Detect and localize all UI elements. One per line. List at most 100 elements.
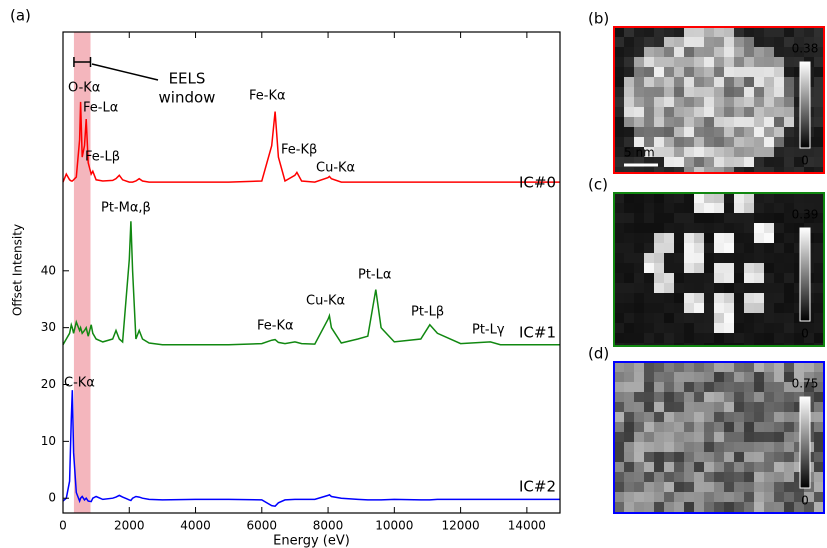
image-pixel: [794, 157, 804, 167]
image-pixel: [714, 37, 724, 47]
image-pixel: [784, 87, 794, 97]
image-pixel: [744, 293, 754, 303]
image-pixel: [664, 432, 674, 442]
image-pixel: [794, 492, 804, 502]
image-pixel: [684, 392, 694, 402]
image-pixel: [684, 77, 694, 87]
image-pixel: [744, 392, 754, 402]
image-pixel: [694, 303, 704, 313]
image-pixel: [614, 372, 624, 382]
image-pixel: [624, 482, 634, 492]
peak-label: Pt-Mα,β: [101, 201, 151, 216]
image-pixel: [624, 402, 634, 412]
image-pixel: [644, 67, 654, 77]
image-pixel: [624, 273, 634, 283]
image-pixel: [794, 203, 804, 213]
image-pixel: [764, 233, 774, 243]
image-pixel: [684, 233, 694, 243]
image-pixel: [814, 57, 824, 67]
image-pixel: [764, 293, 774, 303]
image-pixel: [644, 37, 654, 47]
image-pixel: [754, 243, 764, 253]
image-pixel: [734, 333, 744, 343]
image-pixel: [704, 472, 714, 482]
eels-pointer: [91, 63, 159, 81]
image-pixel: [724, 362, 734, 372]
image-pixel: [754, 253, 764, 263]
image-pixel: [694, 77, 704, 87]
image-pixel: [654, 323, 664, 333]
image-pixel: [804, 362, 814, 372]
image-pixel: [814, 203, 824, 213]
image-pixel: [674, 137, 684, 147]
x-tick-label: 8000: [313, 519, 344, 533]
image-pixel: [794, 343, 804, 346]
image-pixel: [694, 57, 704, 67]
image-pixel: [784, 283, 794, 293]
image-pixel: [814, 283, 824, 293]
image-pixel: [714, 147, 724, 157]
image-pixel: [614, 213, 624, 223]
image-pixel: [764, 343, 774, 346]
image-pixel: [694, 127, 704, 137]
image-pixel: [724, 372, 734, 382]
image-pixel: [754, 432, 764, 442]
image-pixel: [794, 273, 804, 283]
image-pixel: [694, 97, 704, 107]
image-pixel: [714, 452, 724, 462]
image-pixel: [674, 117, 684, 127]
image-pixel: [774, 502, 784, 512]
image-pixel: [804, 167, 814, 173]
image-pixel: [794, 402, 804, 412]
image-pixel: [774, 107, 784, 117]
image-pixel: [634, 432, 644, 442]
image-pixel: [654, 263, 664, 273]
image-pixel: [664, 27, 674, 37]
image-pixel: [664, 283, 674, 293]
image-pixel: [644, 502, 654, 512]
image-pixel: [724, 333, 734, 343]
image-pixel: [644, 127, 654, 137]
image-pixel: [654, 293, 664, 303]
image-pixel: [644, 157, 654, 167]
image-pixel: [674, 482, 684, 492]
image-pixel: [674, 77, 684, 87]
image-pixel: [704, 57, 714, 67]
image-pixel: [634, 452, 644, 462]
image-pixel: [814, 223, 824, 233]
colorbar-min: 0: [801, 327, 809, 341]
image-pixel: [734, 203, 744, 213]
image-pixel: [694, 87, 704, 97]
image-pixel: [814, 263, 824, 273]
image-pixel: [684, 502, 694, 512]
image-pixel: [674, 392, 684, 402]
image-pixel: [794, 452, 804, 462]
image-pixel: [764, 157, 774, 167]
eels-window-label: EELS: [169, 70, 206, 88]
image-pixel: [674, 193, 684, 203]
image-pixel: [624, 422, 634, 432]
image-pixel: [754, 333, 764, 343]
image-pixel: [784, 492, 794, 502]
image-pixel: [794, 213, 804, 223]
image-pixel: [764, 462, 774, 472]
image-pixel: [754, 323, 764, 333]
image-pixel: [624, 27, 634, 37]
image-pixel: [794, 482, 804, 492]
image-pixel: [794, 372, 804, 382]
image-pixel: [714, 157, 724, 167]
image-pixel: [664, 223, 674, 233]
image-pixel: [654, 442, 664, 452]
image-pixel: [814, 382, 824, 392]
image-pixel: [664, 442, 674, 452]
image-pixel: [764, 87, 774, 97]
image-pixel: [674, 213, 684, 223]
image-pixel: [644, 412, 654, 422]
image-pixel: [714, 422, 724, 432]
image-pixel: [794, 223, 804, 233]
image-pixel: [684, 67, 694, 77]
image-pixel: [684, 313, 694, 323]
image-pixel: [754, 67, 764, 77]
image-pixel: [704, 382, 714, 392]
image-pixel: [714, 442, 724, 452]
